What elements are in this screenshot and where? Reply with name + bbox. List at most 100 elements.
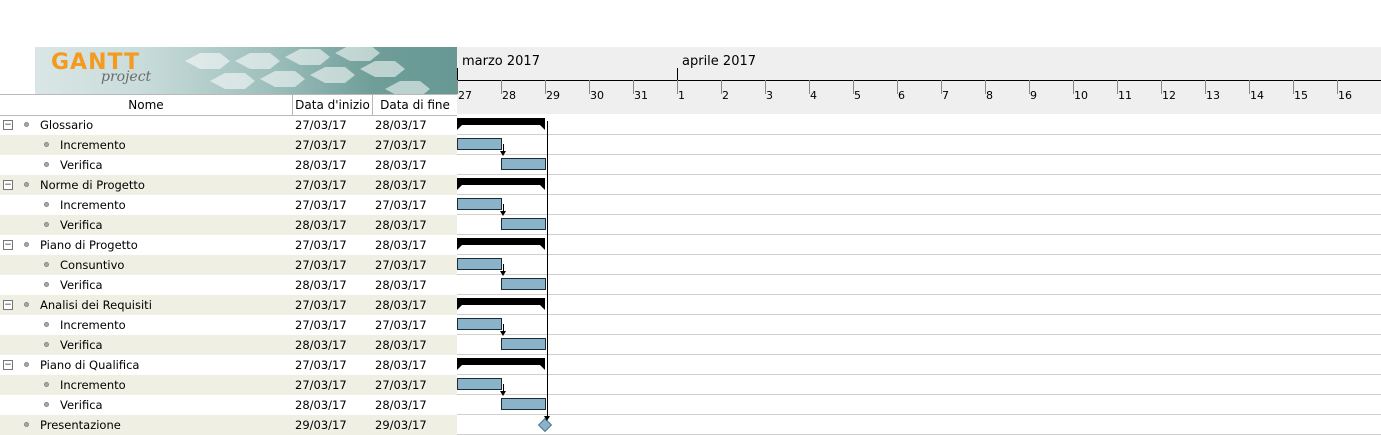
summary-bar[interactable]: [457, 118, 545, 130]
day-label: 11: [1118, 89, 1132, 102]
task-bar[interactable]: [501, 218, 546, 230]
collapse-icon[interactable]: −: [3, 180, 13, 190]
task-start-date[interactable]: 27/03/17: [295, 178, 347, 192]
task-start-date[interactable]: 27/03/17: [295, 298, 347, 312]
task-end-date[interactable]: 28/03/17: [375, 178, 427, 192]
task-start-date[interactable]: 27/03/17: [295, 238, 347, 252]
day-label: 9: [1030, 89, 1037, 102]
task-end-date[interactable]: 29/03/17: [375, 418, 427, 432]
task-end-date[interactable]: 27/03/17: [375, 138, 427, 152]
task-name[interactable]: Glossario: [40, 118, 94, 132]
task-name[interactable]: Presentazione: [40, 418, 121, 432]
task-bar[interactable]: [457, 378, 502, 390]
task-start-date[interactable]: 28/03/17: [295, 158, 347, 172]
task-start-date[interactable]: 27/03/17: [295, 258, 347, 272]
task-row[interactable]: − Analisi dei Requisiti 27/03/17 28/03/17: [0, 295, 457, 315]
task-row[interactable]: Incremento 27/03/17 27/03/17: [0, 315, 457, 335]
summary-bar[interactable]: [457, 358, 545, 370]
task-start-date[interactable]: 27/03/17: [295, 378, 347, 392]
task-end-date[interactable]: 27/03/17: [375, 198, 427, 212]
task-start-date[interactable]: 27/03/17: [295, 318, 347, 332]
task-end-date[interactable]: 27/03/17: [375, 258, 427, 272]
task-bar[interactable]: [457, 138, 502, 150]
task-end-date[interactable]: 28/03/17: [375, 278, 427, 292]
task-name[interactable]: Incremento: [60, 318, 126, 332]
task-name[interactable]: Incremento: [60, 138, 126, 152]
task-end-date[interactable]: 28/03/17: [375, 238, 427, 252]
task-start-date[interactable]: 28/03/17: [295, 278, 347, 292]
task-row[interactable]: Verifica 28/03/17 28/03/17: [0, 155, 457, 175]
task-row[interactable]: − Glossario 27/03/17 28/03/17: [0, 115, 457, 135]
task-row[interactable]: Incremento 27/03/17 27/03/17: [0, 375, 457, 395]
task-name[interactable]: Verifica: [60, 338, 103, 352]
task-bar[interactable]: [501, 338, 546, 350]
task-end-date[interactable]: 27/03/17: [375, 318, 427, 332]
task-end-date[interactable]: 28/03/17: [375, 298, 427, 312]
day-label: 8: [986, 89, 993, 102]
task-bullet-icon: [24, 122, 29, 127]
task-row[interactable]: − Piano di Qualifica 27/03/17 28/03/17: [0, 355, 457, 375]
task-start-date[interactable]: 29/03/17: [295, 418, 347, 432]
collapse-icon[interactable]: −: [3, 240, 13, 250]
task-name[interactable]: Consuntivo: [60, 258, 125, 272]
task-start-date[interactable]: 27/03/17: [295, 138, 347, 152]
task-bar[interactable]: [501, 158, 546, 170]
gantt-chart[interactable]: marzo 2017 aprile 2017 27 28 29 30 31 1 2 3 4 5 6 7 8 9…: [457, 47, 1381, 435]
day-label: 5: [854, 89, 861, 102]
task-bar[interactable]: [501, 398, 546, 410]
task-name[interactable]: Piano di Progetto: [40, 238, 138, 252]
summary-bar[interactable]: [457, 298, 545, 310]
task-bar[interactable]: [501, 278, 546, 290]
column-header-end[interactable]: Data di fine: [380, 98, 450, 112]
task-row[interactable]: Verifica 28/03/17 28/03/17: [0, 335, 457, 355]
task-start-date[interactable]: 28/03/17: [295, 338, 347, 352]
task-bullet-icon: [24, 242, 29, 247]
task-name[interactable]: Verifica: [60, 278, 103, 292]
task-end-date[interactable]: 28/03/17: [375, 398, 427, 412]
task-start-date[interactable]: 27/03/17: [295, 358, 347, 372]
task-end-date[interactable]: 27/03/17: [375, 378, 427, 392]
task-name[interactable]: Piano di Qualifica: [40, 358, 140, 372]
collapse-icon[interactable]: −: [3, 120, 13, 130]
task-end-date[interactable]: 28/03/17: [375, 218, 427, 232]
task-bar[interactable]: [457, 198, 502, 210]
task-name[interactable]: Verifica: [60, 158, 103, 172]
task-end-date[interactable]: 28/03/17: [375, 158, 427, 172]
task-row[interactable]: − Norme di Progetto 27/03/17 28/03/17: [0, 175, 457, 195]
task-row[interactable]: Consuntivo 27/03/17 27/03/17: [0, 255, 457, 275]
task-end-date[interactable]: 28/03/17: [375, 358, 427, 372]
day-label: 7: [942, 89, 949, 102]
summary-bar[interactable]: [457, 178, 545, 190]
task-row[interactable]: Verifica 28/03/17 28/03/17: [0, 215, 457, 235]
summary-bar[interactable]: [457, 238, 545, 250]
column-header-name[interactable]: Nome: [0, 95, 293, 115]
task-name[interactable]: Incremento: [60, 378, 126, 392]
task-row[interactable]: − Piano di Progetto 27/03/17 28/03/17: [0, 235, 457, 255]
day-label: 13: [1206, 89, 1220, 102]
task-start-date[interactable]: 28/03/17: [295, 218, 347, 232]
task-start-date[interactable]: 28/03/17: [295, 398, 347, 412]
task-name[interactable]: Verifica: [60, 218, 103, 232]
task-start-date[interactable]: 27/03/17: [295, 198, 347, 212]
column-header-start[interactable]: Data d'inizio: [293, 95, 373, 115]
collapse-icon[interactable]: −: [3, 300, 13, 310]
day-tick: [1205, 80, 1206, 94]
task-end-date[interactable]: 28/03/17: [375, 118, 427, 132]
task-name[interactable]: Incremento: [60, 198, 126, 212]
day-label: 12: [1162, 89, 1176, 102]
task-bar[interactable]: [457, 258, 502, 270]
task-name[interactable]: Norme di Progetto: [40, 178, 145, 192]
task-row[interactable]: Incremento 27/03/17 27/03/17: [0, 195, 457, 215]
task-row[interactable]: Incremento 27/03/17 27/03/17: [0, 135, 457, 155]
task-bullet-icon: [44, 162, 49, 167]
task-row[interactable]: Verifica 28/03/17 28/03/17: [0, 275, 457, 295]
task-name[interactable]: Verifica: [60, 398, 103, 412]
task-bar[interactable]: [457, 318, 502, 330]
task-row[interactable]: Verifica 28/03/17 28/03/17: [0, 395, 457, 415]
ganttproject-logo: GANTT project: [35, 47, 457, 94]
collapse-icon[interactable]: −: [3, 360, 13, 370]
task-start-date[interactable]: 27/03/17: [295, 118, 347, 132]
task-name[interactable]: Analisi dei Requisiti: [40, 298, 152, 312]
task-end-date[interactable]: 28/03/17: [375, 338, 427, 352]
task-row[interactable]: Presentazione 29/03/17 29/03/17: [0, 415, 457, 435]
